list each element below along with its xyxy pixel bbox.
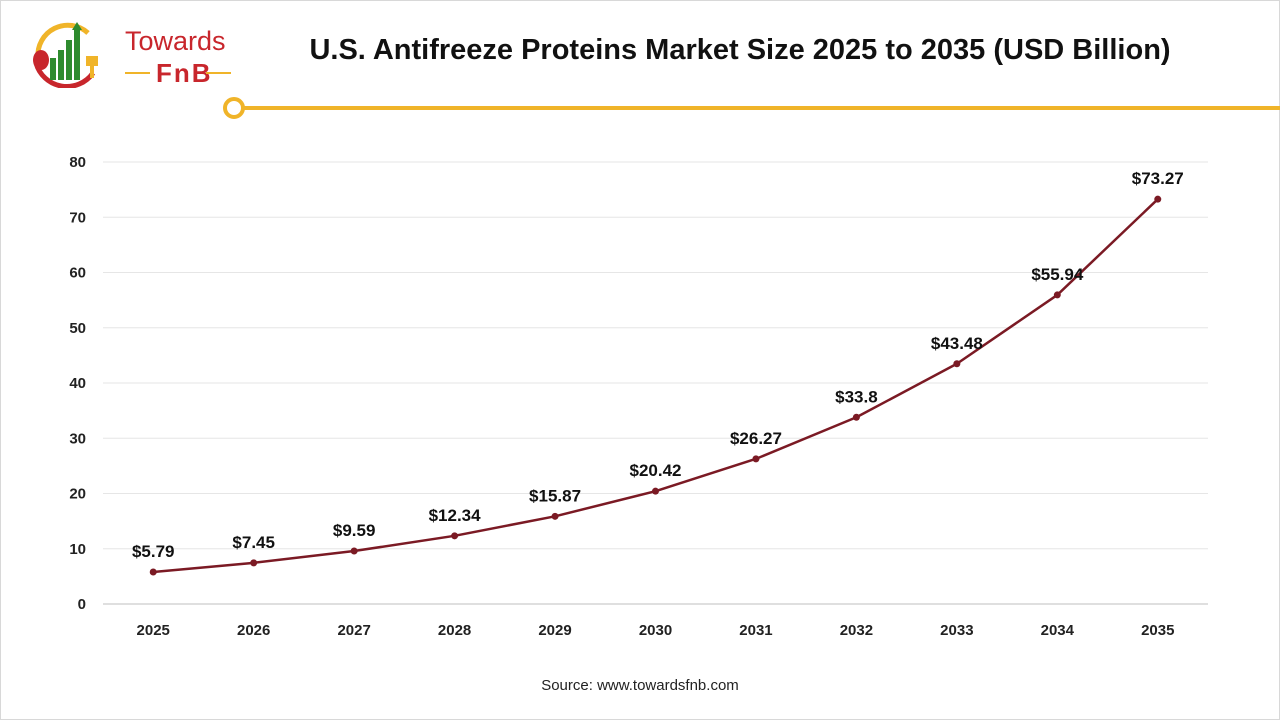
x-tick-label: 2035: [1141, 622, 1174, 639]
logo-dash: [206, 72, 231, 74]
data-point: [953, 360, 961, 368]
data-point: [652, 487, 659, 495]
data-label: $5.79: [132, 542, 175, 561]
data-point: [350, 547, 358, 555]
x-tick-label: 2033: [940, 622, 973, 639]
logo-word: Towards: [125, 26, 226, 56]
y-tick-label: 80: [69, 154, 86, 171]
data-label: $20.42: [630, 461, 682, 480]
data-point: [1154, 195, 1162, 203]
data-point: [551, 512, 559, 520]
data-point: [752, 455, 760, 463]
x-tick-label: 2032: [840, 622, 873, 639]
source-note: Source: www.towardsfnb.com: [541, 677, 739, 694]
y-tick-label: 20: [69, 486, 86, 503]
data-point: [149, 568, 157, 576]
data-label: $43.48: [931, 334, 983, 353]
data-label: $33.8: [835, 387, 878, 406]
x-tick-label: 2026: [237, 622, 270, 639]
y-tick-label: 60: [69, 265, 86, 282]
x-tick-label: 2027: [337, 622, 370, 639]
y-tick-label: 30: [69, 430, 86, 447]
data-label: $15.87: [529, 486, 581, 505]
y-tick-label: 0: [78, 596, 86, 613]
logo-icon: [33, 22, 98, 90]
y-tick-label: 40: [69, 375, 86, 392]
data-point: [250, 559, 258, 567]
data-point: [1053, 291, 1061, 299]
y-tick-label: 50: [69, 320, 86, 337]
logo: Towards FnB: [28, 18, 231, 90]
y-tick-label: 10: [69, 541, 86, 558]
chart-title: U.S. Antifreeze Proteins Market Size 202…: [309, 34, 1171, 66]
title-rule: [232, 106, 1280, 110]
logo-dash: [125, 72, 150, 74]
data-point: [852, 413, 860, 421]
x-tick-label: 2034: [1041, 622, 1075, 639]
data-point: [451, 532, 459, 540]
data-label: $12.34: [429, 506, 482, 525]
data-label: $7.45: [232, 533, 275, 552]
title-rule-dot: [223, 97, 245, 119]
y-tick-label: 70: [69, 209, 86, 226]
data-label: $55.94: [1031, 265, 1084, 284]
x-tick-label: 2025: [137, 622, 170, 639]
x-tick-label: 2029: [538, 622, 571, 639]
data-label: $9.59: [333, 521, 376, 540]
data-label: $26.27: [730, 429, 782, 448]
data-label: $73.27: [1132, 169, 1184, 188]
x-tick-label: 2031: [739, 622, 772, 639]
logo-sub: FnB: [156, 58, 213, 88]
series-line: [153, 198, 1159, 574]
x-tick-label: 2030: [639, 622, 672, 639]
x-tick-label: 2028: [438, 622, 471, 639]
